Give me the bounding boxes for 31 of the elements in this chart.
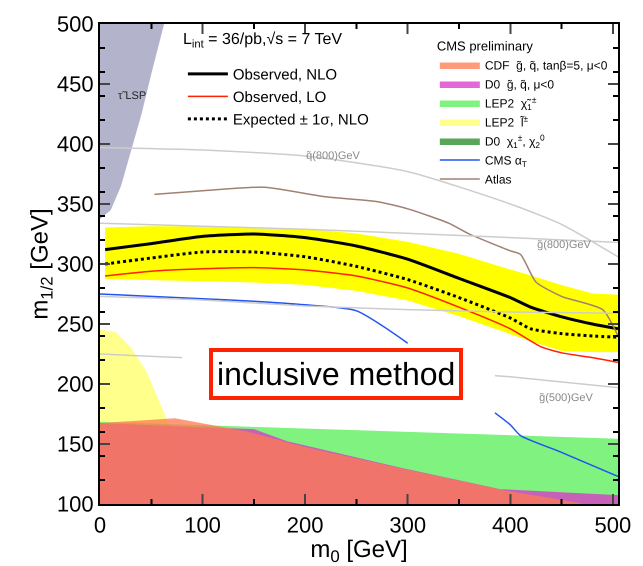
legend-label: LEP2 l̃$^{±}$ xyxy=(484,114,529,130)
legend-label: Expected ± 1σ, NLO xyxy=(232,112,369,129)
legend-title: CMS preliminary xyxy=(436,38,534,54)
x-tick-label: 0 xyxy=(94,512,106,538)
x-tick-label: 200 xyxy=(286,512,324,538)
annotation: q̃(800)GeV xyxy=(306,150,361,162)
legend-label: D0 g̃, q̃, μ<0 xyxy=(484,78,554,92)
annotation: inclusive method xyxy=(217,356,456,392)
legend-label: Atlas xyxy=(484,172,512,187)
x-tick-label: 100 xyxy=(184,512,221,538)
legend-label: Observed, NLO xyxy=(232,66,338,84)
x-tick-label: 500 xyxy=(594,512,632,538)
y-tick-label: 400 xyxy=(56,132,94,157)
annotation: L$_{int}$ = 36/pb,√s = 7 TeV xyxy=(183,31,342,50)
x-tick-label: 400 xyxy=(492,512,529,538)
y-tick-label: 300 xyxy=(56,252,94,277)
y-tick-label: 150 xyxy=(56,432,94,457)
legend-label: CMS α$_{T}$ xyxy=(484,154,527,170)
y-tick-label: 450 xyxy=(56,72,94,97)
x-axis-title: m$_{0}$ [GeV] xyxy=(310,536,408,566)
legend-label: Observed, LO xyxy=(232,89,326,106)
legend-label: CDF g̃, q̃, tanβ=5, μ<0 xyxy=(484,58,608,73)
y-tick-label: 200 xyxy=(56,372,94,397)
annotation: g̃(800)GeV xyxy=(537,239,592,251)
y-tick-label: 100 xyxy=(56,492,94,517)
annotation: τ̃ LSP xyxy=(118,90,146,102)
y-tick-label: 500 xyxy=(56,12,94,37)
y-tick-label: 350 xyxy=(56,192,94,217)
x-tick-label: 300 xyxy=(389,512,426,538)
annotation: g̃(500)GeV xyxy=(539,392,594,404)
y-tick-label: 250 xyxy=(56,312,94,337)
